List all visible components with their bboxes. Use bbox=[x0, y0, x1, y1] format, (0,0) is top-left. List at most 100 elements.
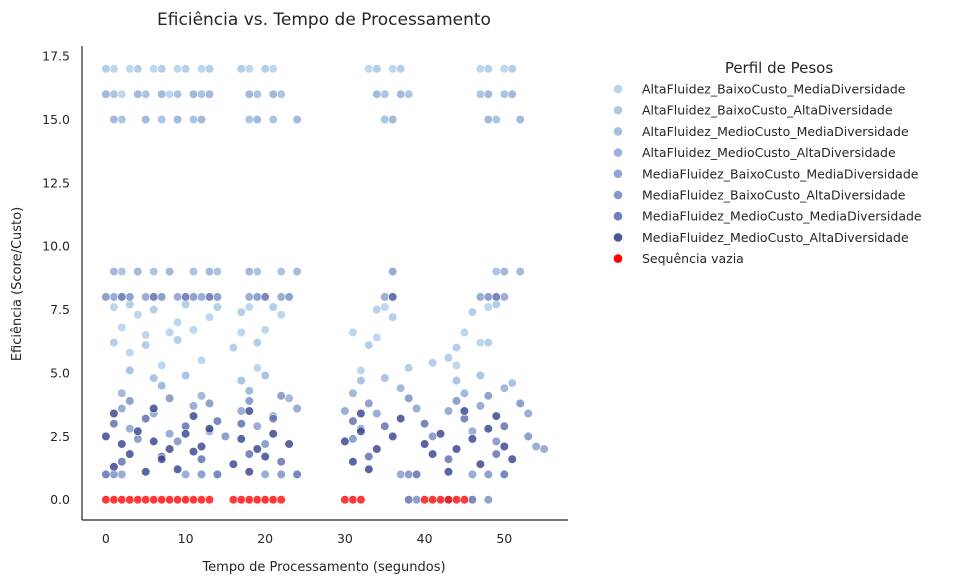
data-point bbox=[133, 89, 143, 99]
data-point bbox=[396, 414, 406, 424]
data-point bbox=[236, 327, 246, 338]
data-point bbox=[101, 292, 111, 302]
data-point bbox=[467, 469, 478, 480]
data-point bbox=[443, 467, 454, 477]
data-point bbox=[173, 464, 183, 474]
data-point bbox=[188, 325, 199, 335]
data-point bbox=[348, 457, 358, 467]
data-point bbox=[196, 495, 207, 505]
data-point bbox=[173, 495, 183, 505]
data-point bbox=[101, 469, 111, 480]
data-point bbox=[491, 114, 501, 125]
data-point bbox=[340, 495, 350, 505]
data-point bbox=[109, 462, 119, 472]
x-axis-label: Tempo de Processamento (segundos) bbox=[201, 560, 445, 575]
data-point bbox=[204, 292, 215, 302]
legend-label: MediaFluidez_BaixoCusto_MediaDiversidade bbox=[642, 166, 919, 181]
data-point bbox=[181, 292, 191, 302]
plot-points bbox=[101, 64, 549, 505]
data-point bbox=[244, 292, 254, 302]
data-point bbox=[380, 114, 390, 125]
data-point bbox=[276, 391, 286, 401]
data-point bbox=[173, 436, 183, 447]
data-point bbox=[348, 416, 358, 426]
data-point bbox=[165, 495, 175, 505]
data-point bbox=[196, 292, 207, 302]
data-point bbox=[260, 292, 270, 302]
data-point bbox=[507, 378, 517, 388]
data-point bbox=[149, 305, 159, 315]
data-point bbox=[252, 363, 262, 373]
data-point bbox=[212, 292, 222, 302]
data-point bbox=[252, 114, 262, 125]
series-8 bbox=[101, 495, 470, 505]
data-point bbox=[515, 267, 525, 277]
data-point bbox=[451, 376, 462, 386]
data-point bbox=[173, 317, 183, 327]
x-ticks: 0 10 20 30 40 50 bbox=[102, 531, 512, 546]
data-point bbox=[125, 495, 135, 505]
data-point bbox=[149, 267, 159, 277]
data-point bbox=[125, 365, 135, 376]
data-point bbox=[117, 89, 127, 99]
x-tick-label: 40 bbox=[417, 531, 433, 546]
data-point bbox=[284, 292, 294, 302]
series-6 bbox=[101, 292, 509, 505]
data-point bbox=[364, 64, 374, 74]
x-tick-label: 0 bbox=[102, 531, 110, 546]
data-point bbox=[204, 312, 215, 322]
legend-item: AltaFluidez_BaixoCusto_MediaDiversidade bbox=[613, 82, 906, 97]
data-point bbox=[165, 327, 175, 338]
data-point bbox=[188, 411, 199, 421]
data-point bbox=[268, 64, 278, 74]
data-point bbox=[499, 383, 509, 393]
data-point bbox=[372, 332, 382, 343]
data-point bbox=[515, 114, 525, 125]
legend-label: MediaFluidez_MedioCusto_AltaDiversidade bbox=[642, 230, 909, 245]
data-point bbox=[499, 267, 509, 277]
data-point bbox=[244, 267, 254, 277]
data-point bbox=[499, 421, 509, 431]
data-point bbox=[396, 383, 406, 393]
data-point bbox=[109, 302, 119, 312]
data-point bbox=[252, 292, 262, 302]
data-point bbox=[420, 439, 430, 449]
data-point bbox=[252, 267, 262, 277]
data-point bbox=[244, 114, 254, 125]
data-point bbox=[475, 89, 486, 99]
data-point bbox=[372, 408, 382, 419]
data-point bbox=[356, 426, 366, 436]
data-point bbox=[348, 495, 358, 505]
data-point bbox=[276, 310, 286, 320]
data-point bbox=[380, 421, 390, 431]
data-point bbox=[196, 114, 207, 125]
legend-marker bbox=[613, 105, 623, 115]
y-tick-label: 15.0 bbox=[42, 112, 70, 127]
data-point bbox=[165, 393, 175, 403]
y-tick-label: 17.5 bbox=[42, 49, 70, 64]
data-point bbox=[483, 292, 493, 302]
data-point bbox=[292, 469, 302, 480]
data-point bbox=[380, 89, 390, 99]
data-point bbox=[109, 64, 119, 74]
data-point bbox=[141, 292, 151, 302]
data-point bbox=[236, 406, 246, 416]
data-point bbox=[364, 464, 374, 474]
data-point bbox=[364, 398, 374, 409]
data-point bbox=[220, 431, 230, 442]
series-2 bbox=[109, 89, 517, 388]
data-point bbox=[109, 89, 119, 99]
x-tick-label: 10 bbox=[178, 531, 194, 546]
data-point bbox=[157, 292, 167, 302]
data-point bbox=[491, 292, 501, 302]
data-point bbox=[149, 64, 159, 74]
data-point bbox=[157, 89, 167, 99]
data-point bbox=[483, 424, 493, 434]
data-point bbox=[268, 414, 278, 424]
data-point bbox=[372, 305, 382, 315]
data-point bbox=[284, 393, 294, 403]
data-point bbox=[292, 403, 302, 414]
data-point bbox=[196, 89, 207, 99]
x-tick-label: 30 bbox=[337, 531, 353, 546]
data-point bbox=[181, 429, 191, 439]
